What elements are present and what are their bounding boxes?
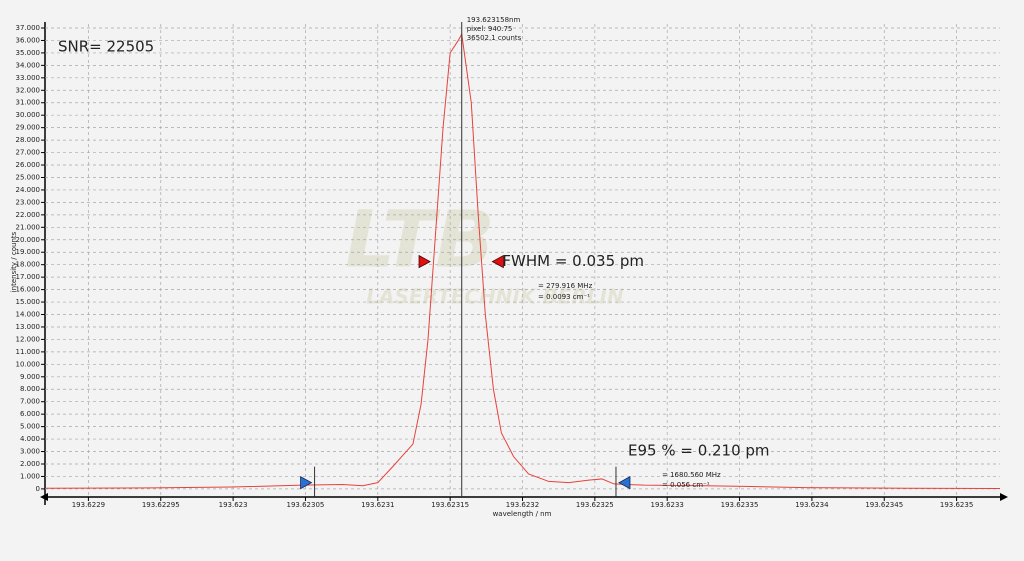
x-tick-label: 193.6233 (650, 501, 683, 509)
y-tick-label: 0 (36, 485, 40, 493)
y-tick-label: 25.000 (16, 173, 41, 181)
fwhm-marker (418, 254, 431, 269)
x-tick-label: 193.62335 (721, 501, 759, 509)
x-tick-label: 193.62295 (142, 501, 180, 509)
y-tick-label: 16.000 (16, 286, 41, 294)
y-tick-label: 17.000 (16, 273, 41, 281)
y-tick-label: 1.000 (20, 472, 40, 480)
cursor-label: 193.623158nm (467, 16, 521, 24)
watermark-logo: LTB (345, 195, 494, 285)
y-tick-label: 27.000 (16, 149, 41, 157)
fwhm-detail: = 279.916 MHz (538, 282, 593, 290)
x-tick-label: 193.62325 (576, 501, 614, 509)
x-tick-label: 193.62305 (287, 501, 325, 509)
y-tick-label: 23.000 (16, 198, 41, 206)
y-tick-label: 29.000 (16, 124, 41, 132)
y-tick-label: 28.000 (16, 136, 41, 144)
fwhm-label: FWHM = 0.035 pm (502, 252, 644, 270)
y-tick-label: 12.000 (16, 335, 41, 343)
x-tick-label: 193.623 (219, 501, 248, 509)
cursor-label: pixel: 940.75 (467, 25, 513, 33)
x-tick-label: 193.62345 (865, 501, 903, 509)
y-tick-label: 31.000 (16, 99, 41, 107)
y-tick-label: 14.000 (16, 311, 41, 319)
x-tick-label: 193.6229 (72, 501, 105, 509)
y-tick-label: 21.000 (16, 223, 41, 231)
y-tick-label: 30.000 (16, 111, 41, 119)
y-tick-label: 36.000 (16, 36, 41, 44)
y-tick-label: 11.000 (16, 348, 41, 356)
y-tick-label: 26.000 (16, 161, 41, 169)
watermark-subtitle: LASERTECHNIK BERLIN (366, 285, 624, 309)
y-tick-label: 35.000 (16, 49, 41, 57)
y-tick-label: 18.000 (16, 261, 41, 269)
y-tick-label: 8.000 (20, 385, 40, 393)
x-tick-label: 193.6231 (361, 501, 394, 509)
e95-marker (300, 476, 313, 490)
y-tick-label: 7.000 (20, 398, 40, 406)
y-tick-label: 4.000 (20, 435, 40, 443)
fwhm-marker (491, 254, 504, 269)
y-tick-label: 32.000 (16, 86, 41, 94)
watermark: LTB LASERTECHNIK BERLIN (345, 195, 624, 308)
y-tick-label: 2.000 (20, 460, 40, 468)
y-tick-label: 10.000 (16, 360, 41, 368)
y-tick-label: 20.000 (16, 236, 41, 244)
y-tick-label: 33.000 (16, 74, 41, 82)
x-axis-label: wavelength / nm (493, 510, 552, 518)
y-tick-label: 15.000 (16, 298, 41, 306)
fwhm-detail: = 0.0093 cm⁻¹ (538, 293, 590, 301)
y-tick-label: 22.000 (16, 211, 41, 219)
y-tick-label: 6.000 (20, 410, 40, 418)
snr: SNR= 22505 (58, 38, 154, 56)
y-tick-label: 37.000 (16, 24, 41, 32)
e95-marker (618, 476, 631, 490)
e95-label: E95 % = 0.210 pm (628, 442, 770, 460)
y-tick-label: 3.000 (20, 448, 40, 456)
y-tick-label: 5.000 (20, 423, 40, 431)
e95-detail: = 0.056 cm⁻¹ (662, 481, 710, 489)
x-tick-label: 193.6232 (506, 501, 539, 509)
x-axis-arrow (1000, 493, 1008, 501)
e95-detail: = 1680.560 MHz (662, 471, 721, 479)
x-tick-label: 193.6234 (795, 501, 829, 509)
x-tick-label: 193.6235 (940, 501, 973, 509)
y-tick-label: 34.000 (16, 61, 41, 69)
y-tick-label: 19.000 (16, 248, 41, 256)
x-tick-label: 193.62315 (431, 501, 469, 509)
y-tick-label: 9.000 (20, 373, 40, 381)
cursor-label: 36502.1 counts (467, 34, 522, 42)
x-axis-arrow-left (40, 493, 48, 501)
y-tick-label: 13.000 (16, 323, 41, 331)
y-axis-label: intensity / counts (10, 231, 18, 292)
y-tick-label: 24.000 (16, 186, 41, 194)
